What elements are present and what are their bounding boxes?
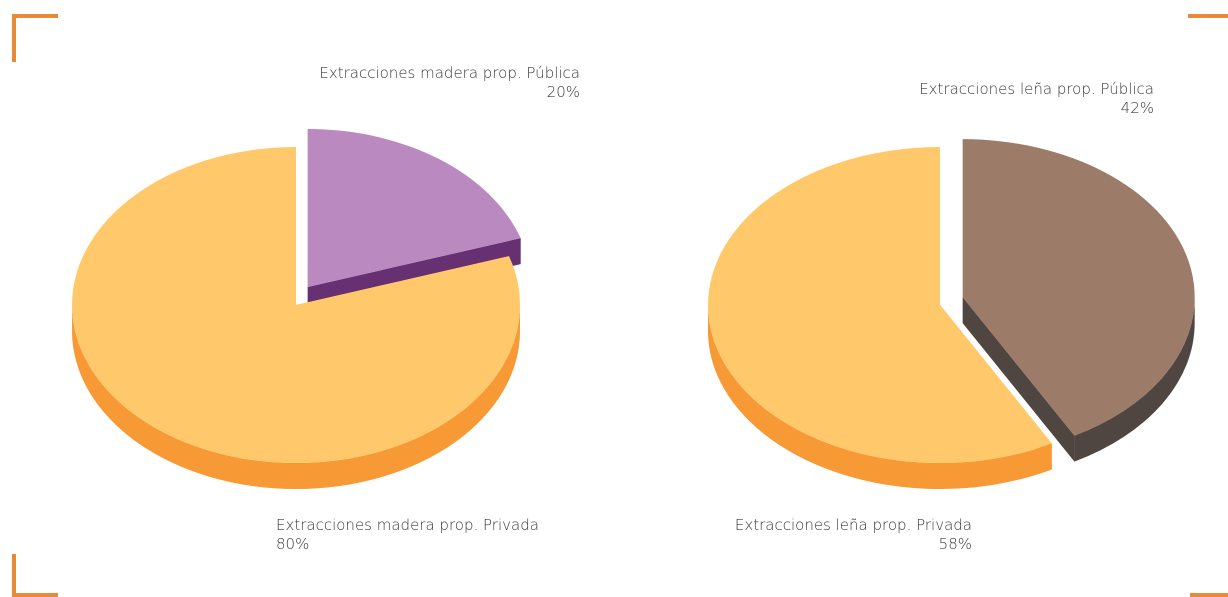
pie1-label-privada-value: 80% <box>276 535 310 553</box>
corner-bracket-top-right-horizontal <box>1188 14 1228 18</box>
pie2-slice-0 <box>962 139 1195 462</box>
pie2-label-privada-value: 58% <box>938 535 972 553</box>
pie1-slice-1-top <box>72 147 521 463</box>
pie1-label-privada: Extracciones madera prop. Privada 80% <box>276 516 539 554</box>
pie1-slice-1 <box>72 147 521 489</box>
pie2 <box>708 139 1195 489</box>
pie1-label-privada-name: Extracciones madera prop. Privada <box>276 516 539 534</box>
pie2-label-publica: Extracciones leña prop. Pública 42% <box>919 80 1154 118</box>
pie1 <box>72 128 521 489</box>
pie1-label-publica-value: 20% <box>546 83 580 101</box>
pie2-label-publica-name: Extracciones leña prop. Pública <box>919 80 1154 98</box>
corner-bracket-top-left-horizontal <box>12 14 58 18</box>
pie2-slice-0-cut-1 <box>962 297 1075 462</box>
pie2-label-publica-value: 42% <box>1120 99 1154 117</box>
pie1-label-publica-name: Extracciones madera prop. Pública <box>319 64 580 82</box>
pie2-slice-1-side-0 <box>708 305 1052 489</box>
pie2-label-privada: Extracciones leña prop. Privada 58% <box>735 516 972 554</box>
pie1-label-publica: Extracciones madera prop. Pública 20% <box>319 64 580 102</box>
pie1-slice-1-side-0 <box>72 305 520 489</box>
pie2-slice-1 <box>708 147 1052 489</box>
pie2-slice-0-side-0 <box>1074 297 1195 462</box>
pie1-slice-0-top <box>307 128 521 287</box>
corner-bracket-top-left-vertical <box>12 14 16 62</box>
pie2-label-privada-name: Extracciones leña prop. Privada <box>734 516 972 534</box>
corner-bracket-bottom-left-horizontal <box>12 593 58 597</box>
corner-bracket-bottom-right-horizontal <box>1190 593 1228 597</box>
corner-bracket-bottom-left-vertical <box>12 554 16 597</box>
pie2-slice-1-top <box>708 147 1052 464</box>
pie2-slice-0-top <box>962 139 1195 436</box>
